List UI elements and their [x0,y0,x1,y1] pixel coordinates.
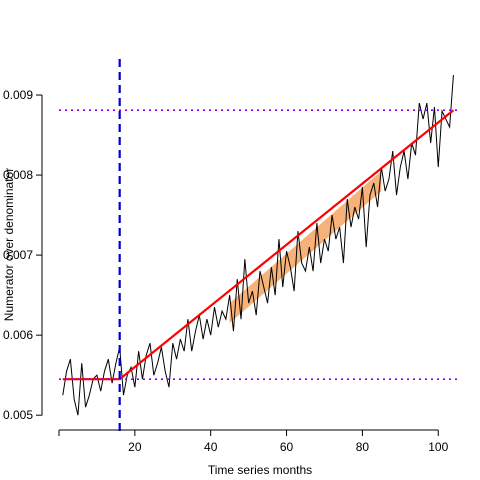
y-axis-title: Numerator over denominator [2,168,16,321]
x-tick-label: 100 [428,440,448,454]
confidence-band-layer [229,171,382,324]
x-tick-label: 60 [280,440,294,454]
fitted-trend-segment-2 [118,109,455,381]
x-tick-label: 40 [204,440,218,454]
observed-series-layer [62,74,454,416]
y-tick-label: 0.007 [3,248,33,262]
x-axis-title: Time series months [208,463,312,477]
y-tick-label: 0.006 [3,328,33,342]
confidence-band [229,171,382,324]
x-tick-label: 20 [128,440,142,454]
axes-layer: 20 40 60 80 100 0.005 0.006 0.007 0.008 0.009 [3,88,449,454]
y-tick-label: 0.008 [3,168,33,182]
x-tick-label: 80 [356,440,370,454]
reference-lines-layer [59,59,461,432]
y-tick-label: 0.005 [3,408,33,422]
fitted-trend-layer [62,109,455,381]
y-tick-label: 0.009 [3,88,33,102]
observed-series-line [62,74,454,416]
